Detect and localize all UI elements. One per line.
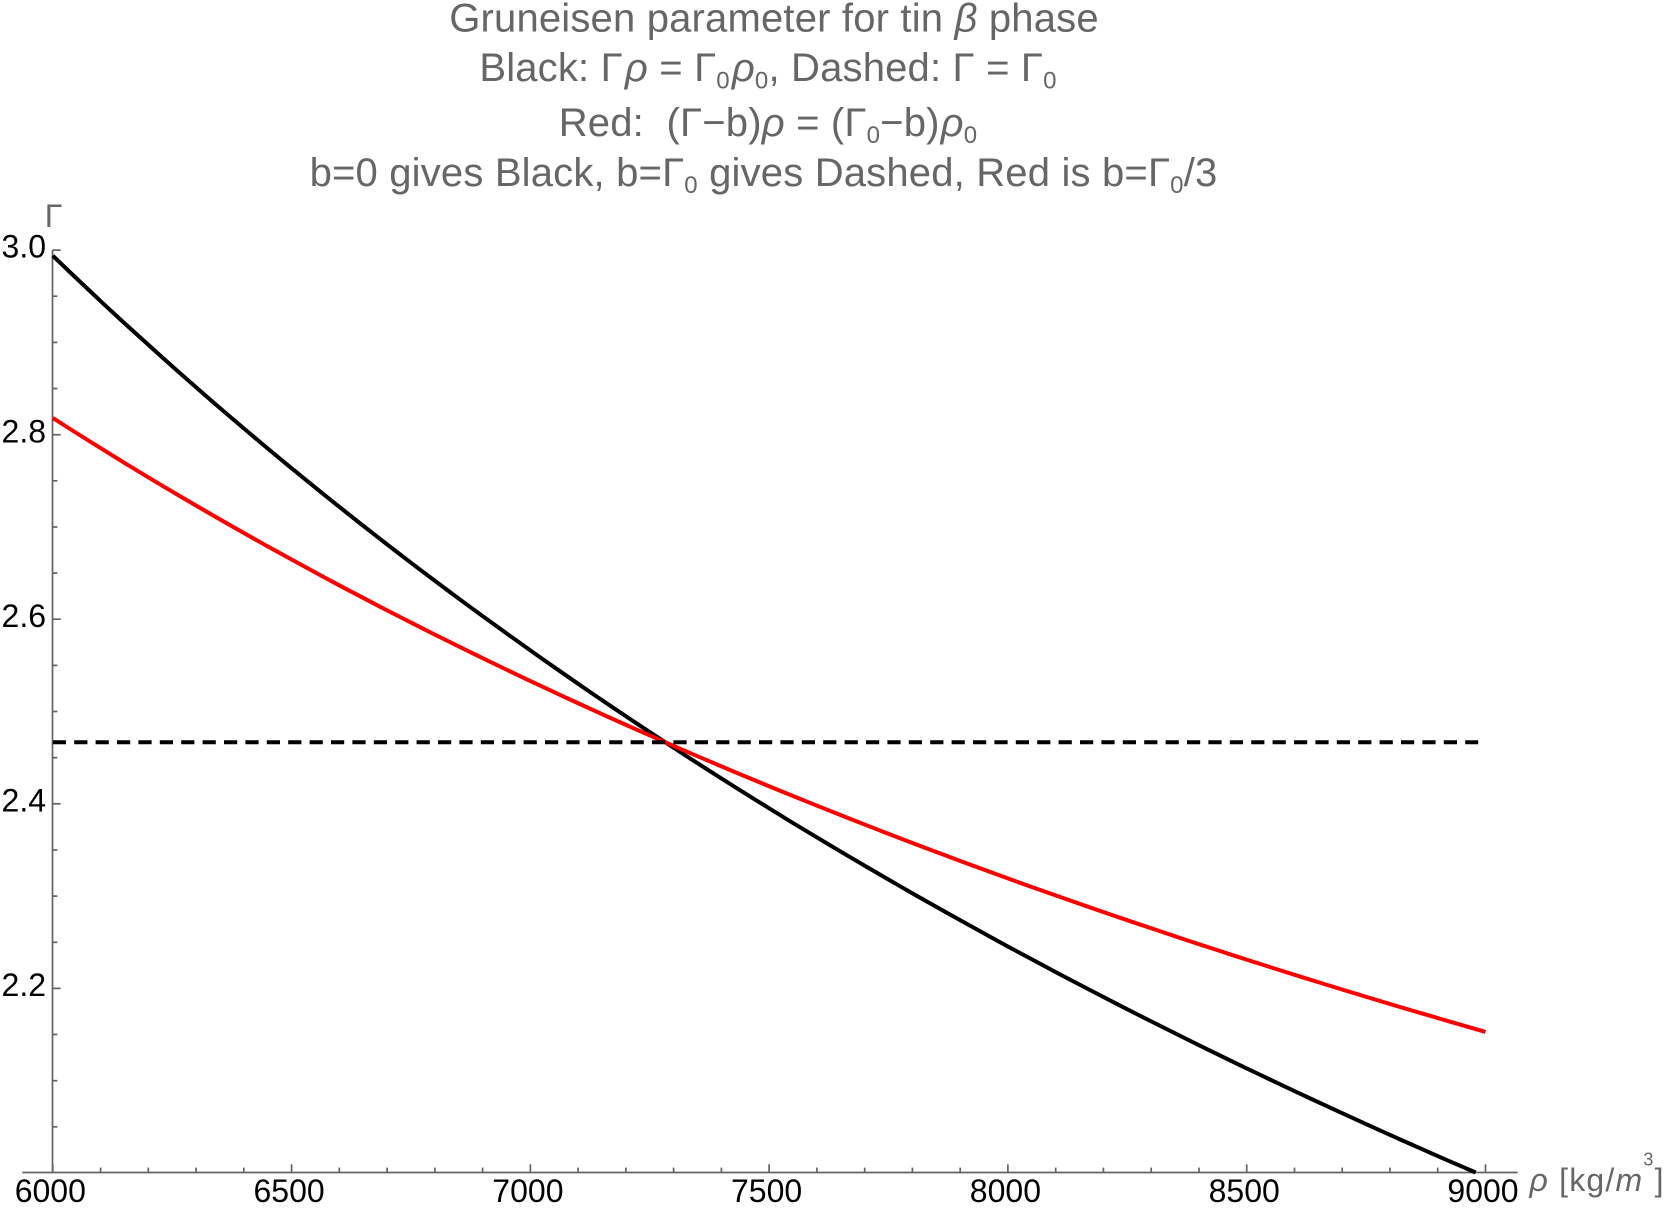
- svg-text:6500: 6500: [254, 1173, 325, 1209]
- svg-text:Black: Γρ = Γ0ρ0, Dashed: Γ =: Black: Γρ = Γ0ρ0, Dashed: Γ = Γ0: [479, 46, 1056, 94]
- svg-text:9000: 9000: [1447, 1173, 1518, 1209]
- svg-text:3.0: 3.0: [2, 229, 46, 265]
- svg-text:2.8: 2.8: [2, 413, 46, 449]
- svg-text:6000: 6000: [15, 1173, 86, 1209]
- svg-text:ρ [kg/m3]: ρ [kg/m3]: [1529, 1150, 1665, 1198]
- svg-text:8000: 8000: [970, 1173, 1041, 1209]
- svg-text:b=0 gives Black, b=Γ0 gives Da: b=0 gives Black, b=Γ0 gives Dashed, Red …: [310, 151, 1218, 199]
- svg-text:7000: 7000: [492, 1173, 563, 1209]
- svg-text:2.2: 2.2: [2, 967, 46, 1003]
- svg-text:Gruneisen parameter for tin β: Gruneisen parameter for tin β phase: [449, 0, 1099, 41]
- svg-text:2.4: 2.4: [2, 782, 46, 818]
- svg-text:7500: 7500: [731, 1173, 802, 1209]
- svg-text:8500: 8500: [1209, 1173, 1280, 1209]
- svg-text:Red: (Γ−b)ρ = (Γ0−b)ρ0: Red: (Γ−b)ρ = (Γ0−b)ρ0: [559, 101, 978, 149]
- svg-text:Γ: Γ: [45, 198, 63, 234]
- svg-text:2.6: 2.6: [2, 598, 46, 634]
